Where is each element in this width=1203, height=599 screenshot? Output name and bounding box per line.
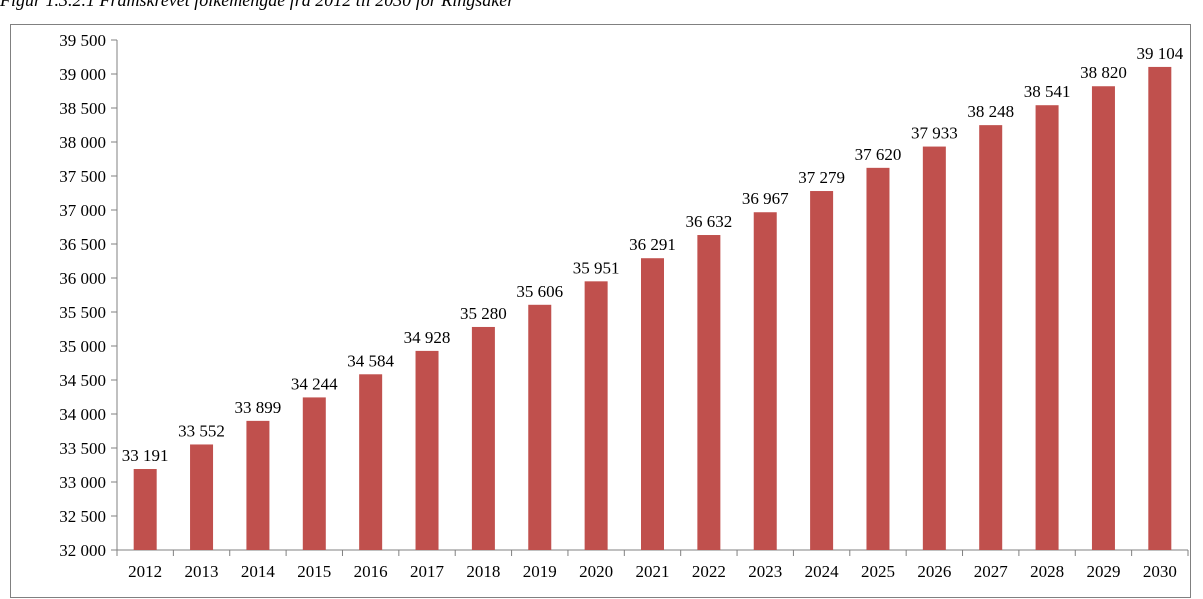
x-tick-label: 2023 [748,562,782,581]
x-tick-label: 2025 [861,562,895,581]
data-label-2029: 38 820 [1080,63,1127,82]
y-tick-label: 33 500 [59,439,106,458]
bar-2028 [1035,105,1059,550]
bar-2025 [866,167,890,550]
bar-2022 [697,235,721,551]
data-label-2024: 37 279 [798,168,845,187]
x-tick-label: 2027 [974,562,1009,581]
bar-2016 [359,374,383,550]
x-axis: 2012 2013 2014 2015 2016 2017 2018 2019 2020 2021… [116,549,1189,581]
data-label-2016: 34 584 [347,351,394,370]
bar-2026 [922,146,946,550]
bar-2012 [133,469,157,550]
data-labels: 33 191 33 552 33 899 34 244 34 584 34 928 35 2… [122,44,1184,465]
bar-2019 [528,304,552,550]
x-tick-label: 2013 [185,562,219,581]
x-tick-label: 2015 [297,562,331,581]
bar-2024 [810,191,834,550]
y-tick-label: 36 500 [59,235,106,254]
y-tick-label: 39 500 [59,31,106,50]
bar-2021 [641,258,664,550]
x-tick-label: 2019 [523,562,557,581]
bar-2013 [190,444,214,550]
data-label-2030: 39 104 [1136,44,1183,63]
x-tick-label: 2017 [410,562,445,581]
figure-caption: Figur 1.3.2.1 Framskrevet folkemengde fr… [0,0,515,10]
y-tick-label: 36 000 [59,269,106,288]
y-tick-label: 37 000 [59,201,106,220]
bar-2017 [415,350,439,550]
chart-frame [10,24,1191,598]
y-axis: 32 000 32 500 33 000 33 500 34 000 34 500 35 0… [59,31,118,560]
bar-2030 [1148,66,1172,550]
y-tick-label: 33 000 [59,473,106,492]
data-label-2027: 38 248 [967,102,1014,121]
y-tick-label: 34 000 [59,405,106,424]
x-tick-label: 2024 [805,562,840,581]
bar-2029 [1091,86,1115,551]
y-tick-label: 38 500 [59,99,106,118]
x-tick-label: 2022 [692,562,726,581]
data-label-2018: 35 280 [460,304,507,323]
data-label-2014: 33 899 [235,398,282,417]
data-label-2023: 36 967 [742,189,789,208]
y-tick-label: 35 000 [59,337,106,356]
y-tick-label: 39 000 [59,65,106,84]
y-tick-label: 34 500 [59,371,106,390]
data-label-2012: 33 191 [122,446,169,465]
x-tick-label: 2030 [1143,562,1177,581]
x-tick-label: 2028 [1030,562,1064,581]
bar-2014 [246,420,270,550]
data-label-2017: 34 928 [404,328,451,347]
x-tick-label: 2026 [917,562,951,581]
x-tick-label: 2020 [579,562,613,581]
data-label-2026: 37 933 [911,124,958,143]
data-label-2022: 36 632 [685,212,732,231]
bar-2015 [302,397,326,550]
y-tick-label: 32 000 [59,541,106,560]
data-label-2028: 38 541 [1024,82,1071,101]
y-tick-label: 37 500 [59,167,106,186]
x-tick-label: 2018 [466,562,500,581]
data-label-2025: 37 620 [855,145,902,164]
bar-series [133,66,1172,551]
x-tick-label: 2021 [636,562,670,581]
data-label-2019: 35 606 [516,282,563,301]
x-tick-label: 2029 [1086,562,1120,581]
x-tick-label: 2014 [241,562,276,581]
x-tick-label: 2016 [354,562,388,581]
data-label-2013: 33 552 [178,421,225,440]
bar-2027 [979,125,1003,551]
y-tick-label: 38 000 [59,133,106,152]
y-tick-label: 32 500 [59,507,106,526]
bar-2020 [584,281,608,550]
data-label-2021: 36 291 [629,235,676,254]
bar-2018 [471,326,495,550]
data-label-2015: 34 244 [291,374,338,393]
bar-2023 [753,212,777,550]
x-tick-label: 2012 [128,562,162,581]
data-label-2020: 35 951 [573,258,620,277]
y-tick-label: 35 500 [59,303,106,322]
